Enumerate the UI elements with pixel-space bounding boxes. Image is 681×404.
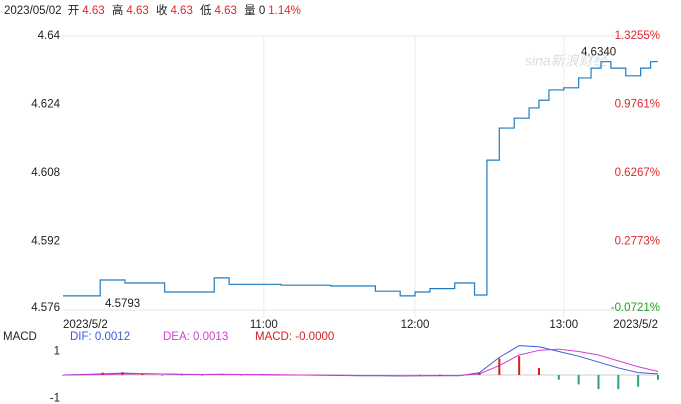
x-tick-label: 13:00 [549,319,578,331]
macd-bar [101,372,104,375]
y2-tick-label: 0.2773% [615,236,660,248]
y-tick-label: 4.64 [38,30,61,42]
macd-bar [637,375,640,387]
macd-bar [379,375,382,376]
annotation: 4.5793 [105,298,140,310]
open-value: 4.63 [82,5,105,17]
macd-bar [161,375,164,376]
macd-bar [300,375,302,376]
macd-bar [597,375,600,390]
macd-bar [62,375,64,376]
macd-bar [240,375,243,376]
macd-bar [498,358,501,375]
y2-tick-label: 0.9761% [615,99,660,111]
macd-bar [438,374,441,376]
y-tick-label: -1 [50,393,60,404]
date: 2023/05/02 [4,5,62,17]
y-tick-label: 4.592 [31,236,60,248]
macd-bar [200,375,203,376]
macd-bar [419,374,421,376]
x-tick-label: 2023/5/2 [63,319,108,331]
x-tick-label: 11:00 [250,319,278,331]
high-label: 高 [111,5,124,17]
legend-entry: DIF: 0.0012 [70,331,130,343]
y2-tick-label: 0.6267% [615,167,660,179]
macd-bar [81,374,84,375]
macd-bar [339,375,342,376]
macd-bar [617,375,620,390]
macd-bar [280,375,283,376]
macd-bar [577,375,580,385]
macd-bar [458,375,461,376]
macd-bar [319,375,322,376]
high-value: 4.63 [126,5,149,17]
macd-bar [478,372,481,375]
low-value: 4.63 [214,5,237,17]
macd-bar [121,372,124,375]
macd-bar [518,356,521,375]
macd-bar [657,375,659,380]
annotation: 4.6340 [581,47,616,59]
change: 1.14% [268,5,301,17]
close-value: 4.63 [170,5,193,17]
macd-line [62,348,659,377]
y-tick-label: 4.576 [31,302,60,314]
macd-bar [399,375,402,376]
y2-tick-label: -0.0721% [611,302,660,314]
macd-bar [557,375,560,380]
open-label: 开 [67,5,80,17]
macd-title: MACD [3,331,37,343]
low-label: 低 [200,5,212,17]
y-tick-label: 4.608 [31,167,60,179]
close-label: 收 [155,5,168,17]
y-tick-label: 4.624 [31,99,60,111]
macd-bar [538,367,540,375]
y2-tick-label: 1.3255% [615,30,660,42]
price-line [63,61,658,297]
y-tick-label: 1 [54,346,60,358]
macd-bar [359,375,362,376]
macd-bar [260,375,263,376]
macd-bar [181,375,183,376]
header: 2023/05/02 开 4.63 高 4.63 收 4.63 低 4.63 量 0 1.… [4,2,305,18]
macd-bar [220,374,223,376]
legend-entry: MACD: -0.0000 [255,331,334,343]
x-tick-label: 12:00 [401,319,430,331]
x-tick-label: 2023/5/2 [613,319,658,331]
macd-bar [141,374,144,375]
legend-entry: DEA: 0.0013 [163,331,228,343]
watermark: sina新浪财经 [525,53,609,69]
volume: 量 0 [244,5,266,17]
